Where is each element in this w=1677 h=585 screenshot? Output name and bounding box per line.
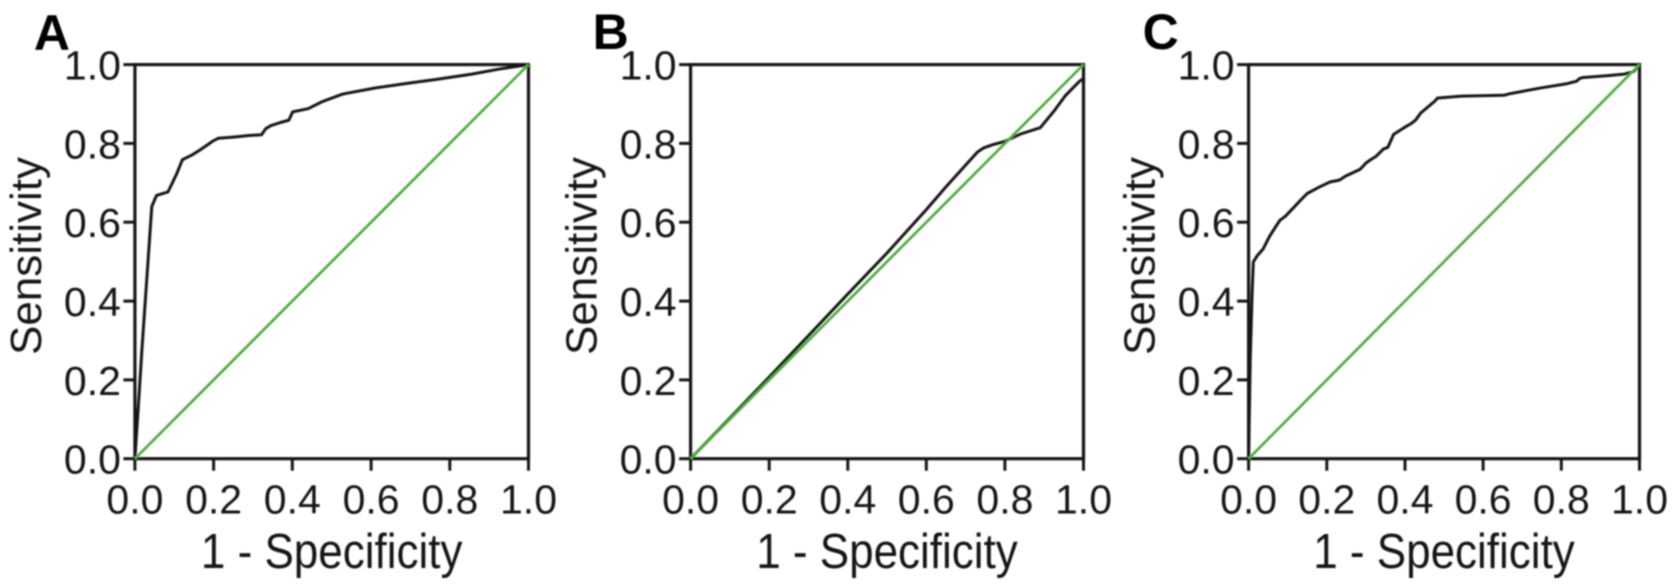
svg-text:1 - Specificity: 1 - Specificity (1313, 524, 1575, 579)
svg-text:A: A (34, 5, 70, 61)
svg-text:0.0: 0.0 (64, 437, 121, 483)
svg-text:B: B (593, 4, 629, 60)
svg-text:0.8: 0.8 (1533, 477, 1590, 523)
svg-text:0.4: 0.4 (819, 477, 876, 523)
svg-text:0.0: 0.0 (106, 477, 163, 523)
svg-text:0.2: 0.2 (620, 358, 677, 404)
svg-text:1.0: 1.0 (1611, 477, 1668, 523)
svg-text:0.8: 0.8 (64, 121, 121, 167)
svg-text:0.4: 0.4 (264, 477, 321, 523)
svg-text:Sensitivity: Sensitivity (2, 157, 51, 355)
svg-text:0.8: 0.8 (620, 121, 677, 167)
svg-text:1 - Specificity: 1 - Specificity (756, 524, 1018, 579)
svg-text:0.8: 0.8 (421, 477, 478, 523)
svg-text:1.0: 1.0 (1055, 477, 1112, 523)
svg-text:0.6: 0.6 (343, 477, 400, 523)
svg-text:0.0: 0.0 (620, 437, 677, 483)
svg-text:0.4: 0.4 (64, 279, 121, 325)
svg-text:1.0: 1.0 (620, 43, 677, 89)
svg-text:1.0: 1.0 (1178, 43, 1235, 89)
svg-text:C: C (1143, 4, 1179, 60)
svg-text:1.0: 1.0 (500, 477, 557, 523)
svg-text:0.6: 0.6 (898, 477, 955, 523)
svg-text:0.2: 0.2 (1298, 477, 1355, 523)
svg-text:0.6: 0.6 (1455, 477, 1512, 523)
svg-text:0.2: 0.2 (741, 477, 798, 523)
svg-text:0.6: 0.6 (620, 200, 677, 246)
svg-text:0.0: 0.0 (662, 477, 719, 523)
svg-text:0.4: 0.4 (1178, 279, 1235, 325)
svg-text:0.0: 0.0 (1220, 477, 1277, 523)
svg-text:0.6: 0.6 (64, 200, 121, 246)
svg-text:Sensitivity: Sensitivity (558, 157, 607, 355)
svg-text:0.0: 0.0 (1178, 437, 1235, 483)
svg-text:0.4: 0.4 (1377, 477, 1434, 523)
svg-text:0.2: 0.2 (185, 477, 242, 523)
svg-text:0.4: 0.4 (620, 279, 677, 325)
svg-text:0.8: 0.8 (976, 477, 1033, 523)
svg-text:1 - Specificity: 1 - Specificity (201, 524, 463, 579)
svg-text:0.6: 0.6 (1178, 200, 1235, 246)
svg-text:0.2: 0.2 (1178, 358, 1235, 404)
svg-text:Sensitivity: Sensitivity (1116, 157, 1165, 355)
svg-text:1.0: 1.0 (64, 43, 121, 89)
svg-text:0.8: 0.8 (1178, 121, 1235, 167)
svg-text:0.2: 0.2 (64, 358, 121, 404)
